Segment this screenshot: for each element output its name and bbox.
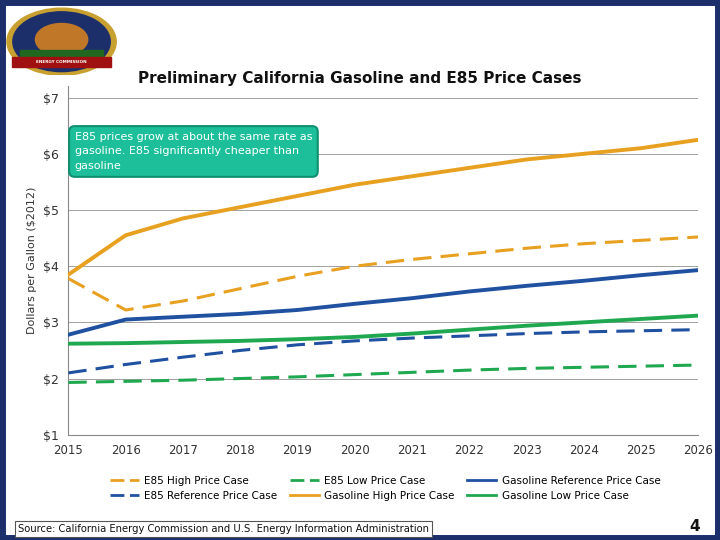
FancyBboxPatch shape	[20, 50, 103, 58]
Legend: E85 High Price Case, E85 Reference Price Case, E85 Low Price Case, Gasoline High: E85 High Price Case, E85 Reference Price…	[106, 471, 665, 505]
Text: ENERGY COMMISSION: ENERGY COMMISSION	[36, 60, 87, 64]
Text: 4: 4	[689, 518, 700, 534]
Y-axis label: Dollars per Gallon ($2012): Dollars per Gallon ($2012)	[27, 187, 37, 334]
Text: Source: California Energy Commission and U.S. Energy Information Administration: Source: California Energy Commission and…	[18, 523, 429, 534]
FancyBboxPatch shape	[12, 57, 112, 67]
Circle shape	[13, 12, 110, 72]
Text: E85 prices grow at about the same rate as
gasoline. E85 significantly cheaper th: E85 prices grow at about the same rate a…	[75, 132, 312, 171]
Text: Preliminary California Gasoline and E85 Price Cases: Preliminary California Gasoline and E85 …	[138, 71, 582, 86]
Circle shape	[7, 8, 116, 75]
Circle shape	[35, 23, 88, 56]
Text: California Energy Commission: California Energy Commission	[245, 27, 546, 45]
